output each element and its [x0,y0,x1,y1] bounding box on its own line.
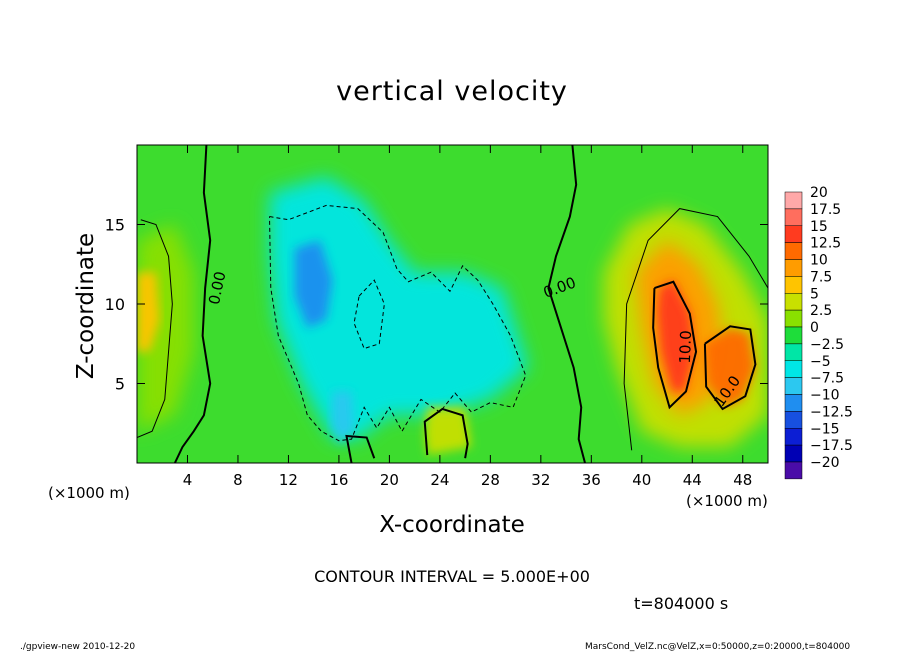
field-region-8 [656,280,695,392]
colorbar-swatch-2 [784,225,803,243]
colorbar-swatch-3 [784,242,803,260]
field-region-4 [331,391,355,444]
x-tick-label-2: 12 [279,471,298,489]
colorbar-swatch-12 [784,394,803,412]
field-region-1 [137,272,160,352]
x-tick-label-8: 36 [582,471,601,489]
colorbar-swatch-7 [784,309,803,328]
contour-negative-1 [353,279,385,350]
contour-negative-0 [269,204,527,442]
field-region-9 [704,327,756,408]
colorbar-swatch-13 [784,411,803,429]
contour-line-3 [623,208,768,451]
colorbar-swatch-9 [784,343,803,361]
colorbar-swatch-10 [784,360,803,378]
colorbar-swatch-1 [784,208,803,226]
colorbar-label-1: 17.5 [810,202,841,218]
colorbar-label-14: −15 [810,421,840,437]
colorbar-swatch-11 [784,377,803,395]
x-tick-label-3: 16 [329,471,348,489]
contour-line-1 [547,145,586,463]
colorbar-label-16: −20 [810,455,840,471]
contour-line-0 [173,145,212,463]
x-tick-label-0: 4 [183,471,193,489]
colorbar-swatch-5 [784,276,803,294]
x-tick-label-7: 32 [531,471,550,489]
time-label: t=804000 s [634,594,729,613]
colorbar-swatch-0 [784,191,803,210]
contour-line-4 [652,280,698,410]
footer-program: ./gpview-new 2010-12-20 [20,642,136,652]
x-axis: 4 8 12 16 20 24 28 32 36 40 44 48 [183,145,752,489]
contour-line-7 [345,434,376,463]
x-tick-label-10: 44 [683,471,702,489]
colorbar-swatch-6 [784,293,803,311]
y-tick-label-1: 10 [105,295,125,314]
contour-line-5 [703,325,757,411]
field-region-2 [269,176,529,440]
contour-label-2: 10.0 [676,330,695,364]
colorbar-swatch-4 [784,259,803,277]
colorbar-label-5: 7.5 [810,269,832,285]
colorbar-swatch-16 [784,461,803,480]
colorbar-label-8: 0 [810,320,819,336]
colorbar-label-10: −5 [810,354,831,370]
x-tick-label-6: 28 [481,471,500,489]
colorbar-swatch-14 [784,428,803,446]
x-tick-label-5: 24 [430,471,449,489]
x-unit-label: (×1000 m) [686,492,768,510]
x-tick-label-11: 48 [733,471,752,489]
contour-interval-text: CONTOUR INTERVAL = 5.000E+00 [314,567,590,586]
colorbar-label-12: −10 [810,388,840,404]
x-tick-label-1: 8 [233,471,243,489]
field-region-5 [424,407,472,456]
colorbar: 2017.51512.5107.552.50−2.5−5−7.5−10−12.5… [784,185,853,480]
colorbar-swatch-15 [784,444,803,463]
colorbar-label-15: −17.5 [810,438,853,454]
colorbar-label-4: 10 [810,253,828,269]
colorbar-label-3: 12.5 [810,236,841,252]
y-axis: 5 10 15 [105,216,768,394]
colorbar-label-13: −12.5 [810,404,853,420]
y-tick-label-2: 15 [105,216,125,235]
colorbar-label-0: 20 [810,185,828,201]
y-axis-label: Z-coordinate [73,232,99,380]
contour-line-6 [423,407,469,459]
colorbar-label-11: −7.5 [810,371,844,387]
colorbar-label-7: 2.5 [810,303,832,319]
x-axis-label: X-coordinate [379,512,525,538]
velocity-field [137,145,768,463]
y-tick-label-0: 5 [115,375,125,394]
x-tick-label-4: 20 [380,471,399,489]
z-unit-label: (×1000 m) [48,484,130,502]
colorbar-swatch-8 [784,326,803,345]
chart-title: vertical velocity [336,76,568,107]
colorbar-label-6: 5 [810,286,819,302]
contour-line-2 [137,219,173,439]
x-tick-label-9: 40 [632,471,651,489]
colorbar-label-2: 15 [810,219,828,235]
field-region-3 [294,240,333,328]
footer-file: MarsCond_VelZ.nc@VelZ,x=0:50000,z=0:2000… [585,642,851,652]
colorbar-label-9: −2.5 [810,337,844,353]
